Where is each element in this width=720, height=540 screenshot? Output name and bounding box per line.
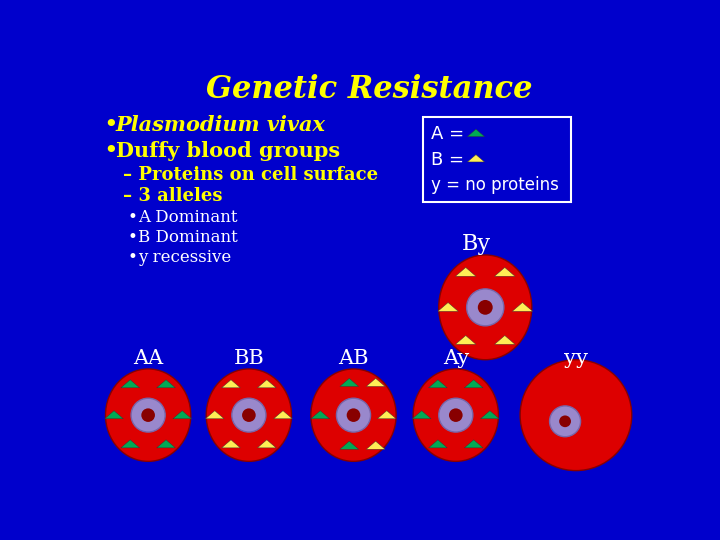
- Ellipse shape: [311, 369, 396, 461]
- Polygon shape: [413, 411, 431, 418]
- Text: yy: yy: [564, 349, 588, 368]
- Ellipse shape: [206, 369, 292, 461]
- Polygon shape: [340, 441, 359, 449]
- Circle shape: [549, 406, 580, 437]
- Polygon shape: [258, 380, 276, 388]
- Polygon shape: [121, 380, 140, 388]
- Text: Duffy blood groups: Duffy blood groups: [116, 141, 340, 161]
- Polygon shape: [480, 411, 499, 418]
- Circle shape: [131, 398, 165, 432]
- Text: Ay: Ay: [443, 349, 469, 368]
- Circle shape: [141, 408, 155, 422]
- Polygon shape: [428, 380, 447, 388]
- Circle shape: [242, 408, 256, 422]
- Text: y recessive: y recessive: [138, 249, 231, 266]
- Text: B =: B =: [431, 151, 469, 168]
- Circle shape: [478, 300, 492, 315]
- Circle shape: [438, 398, 473, 432]
- Polygon shape: [366, 441, 385, 449]
- Polygon shape: [157, 380, 176, 388]
- Polygon shape: [495, 335, 515, 345]
- Circle shape: [449, 408, 463, 422]
- Circle shape: [559, 415, 571, 427]
- Text: By: By: [462, 233, 490, 255]
- Text: •: •: [103, 139, 118, 163]
- Ellipse shape: [520, 360, 631, 470]
- Circle shape: [347, 408, 360, 422]
- Polygon shape: [456, 335, 476, 345]
- Text: B Dominant: B Dominant: [138, 229, 238, 246]
- Text: •: •: [127, 228, 137, 246]
- Text: – 3 alleles: – 3 alleles: [123, 187, 222, 205]
- Polygon shape: [173, 411, 192, 418]
- Polygon shape: [495, 267, 515, 276]
- Polygon shape: [258, 440, 276, 448]
- Polygon shape: [104, 411, 123, 418]
- FancyBboxPatch shape: [423, 117, 570, 202]
- Text: •: •: [103, 113, 118, 137]
- Polygon shape: [366, 379, 385, 387]
- Polygon shape: [456, 267, 476, 276]
- Polygon shape: [222, 380, 240, 388]
- Text: •: •: [127, 208, 137, 226]
- Polygon shape: [467, 129, 485, 137]
- Polygon shape: [512, 302, 533, 312]
- Polygon shape: [311, 411, 330, 418]
- Circle shape: [232, 398, 266, 432]
- Text: – Proteins on cell surface: – Proteins on cell surface: [123, 166, 379, 184]
- Text: BB: BB: [233, 349, 264, 368]
- Text: A Dominant: A Dominant: [138, 209, 238, 226]
- Polygon shape: [464, 440, 483, 448]
- Polygon shape: [467, 154, 485, 162]
- Polygon shape: [428, 440, 447, 448]
- Text: AB: AB: [338, 349, 369, 368]
- Polygon shape: [464, 380, 483, 388]
- Circle shape: [467, 289, 504, 326]
- Polygon shape: [274, 411, 292, 418]
- Polygon shape: [340, 379, 359, 387]
- Text: Genetic Resistance: Genetic Resistance: [206, 74, 532, 105]
- Text: Plasmodium vivax: Plasmodium vivax: [116, 115, 325, 135]
- Text: A =: A =: [431, 125, 470, 143]
- Text: AA: AA: [133, 349, 163, 368]
- Polygon shape: [377, 411, 396, 418]
- Ellipse shape: [438, 255, 532, 360]
- Ellipse shape: [106, 369, 191, 461]
- Text: y = no proteins: y = no proteins: [431, 176, 559, 194]
- Circle shape: [336, 398, 371, 432]
- Polygon shape: [438, 302, 459, 312]
- Ellipse shape: [413, 369, 498, 461]
- Polygon shape: [121, 440, 140, 448]
- Polygon shape: [222, 440, 240, 448]
- Polygon shape: [205, 411, 224, 418]
- Polygon shape: [157, 440, 176, 448]
- Text: •: •: [127, 248, 137, 266]
